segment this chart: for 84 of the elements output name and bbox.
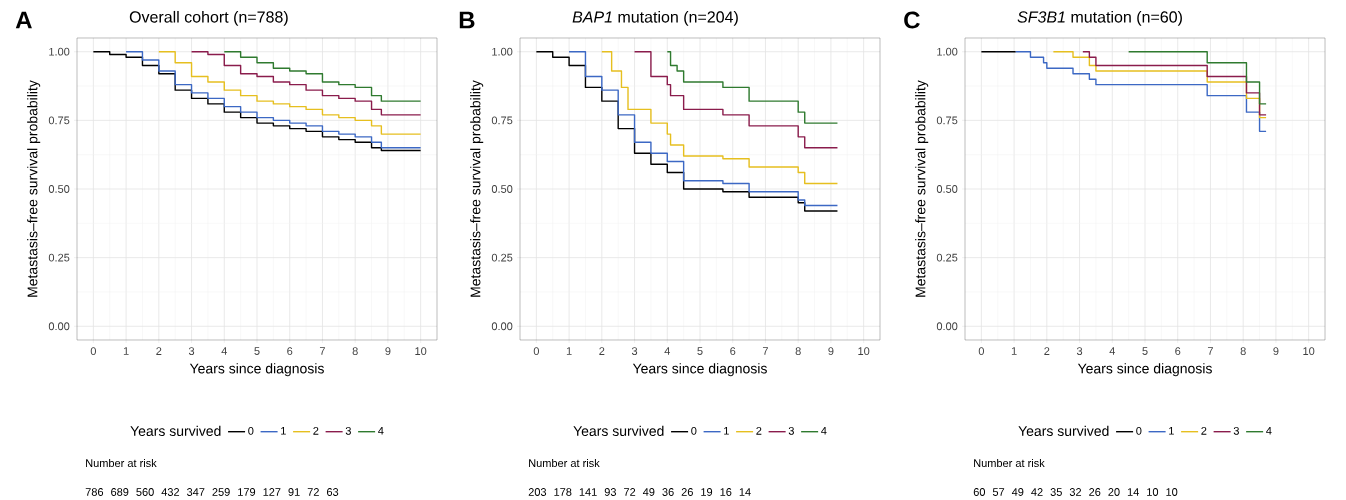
x-tick-label: 1 [566,347,572,355]
legend-label: 4 [378,427,384,435]
x-tick-label: 8 [352,347,358,355]
legend-label: 2 [756,426,762,435]
x-axis-title: Years since diagnosis [632,363,767,377]
y-tick-label: 0.00 [936,322,958,331]
x-tick-label: 9 [1273,347,1279,355]
x-tick-label: 8 [1240,347,1246,355]
legend-label: 1 [1169,427,1174,435]
legend-label: 0 [1136,426,1142,435]
y-tick-label: 0.50 [491,185,513,193]
legend-label: 3 [1233,426,1239,435]
y-tick-label: 0.75 [491,116,513,125]
text: B [459,11,475,29]
x-tick-label: 1 [1011,347,1017,355]
y-axis-title: Metastasis–free survival probability [915,80,929,297]
chart-title: SF3B1 mutation (n=60) [1017,10,1182,26]
y-tick-label: 1.00 [492,47,513,56]
y-tick-label: 0.25 [491,253,513,262]
y-tick-label: 1.00 [937,47,958,56]
x-tick-label: 0 [90,347,96,355]
chart-title: BAP1 mutation (n=204) [572,10,738,26]
x-tick-label: 8 [795,347,801,355]
text: Number at risk [86,458,157,468]
legend-label: 0 [248,426,254,435]
text: 786 689 560 432 347 259 179 127 91 72 63 [85,488,339,496]
x-tick-label: 1 [123,347,129,355]
y-tick-label: 0.50 [48,185,70,193]
x-axis-title: Years since diagnosis [189,363,324,377]
x-tick-label: 7 [319,347,325,355]
x-tick-label: 9 [385,347,391,355]
legend-title: Years survived [573,425,664,437]
x-tick-label: 2 [156,347,162,355]
legend-label: 0 [691,426,697,435]
x-tick-label: 10 [415,347,427,355]
text: 203 178 141 93 72 49 36 26 19 16 14 [528,488,751,496]
x-tick-label: 7 [1207,347,1213,355]
x-tick-label: 5 [254,347,260,355]
x-tick-label: 2 [1044,347,1050,355]
x-tick-label: 7 [762,347,768,355]
x-tick-label: 6 [730,347,736,355]
x-tick-label: 2 [599,347,605,355]
legend-title: Years survived [1018,425,1109,437]
x-tick-label: 3 [188,347,195,355]
x-tick-label: 0 [978,347,984,355]
legend-label: 2 [1201,426,1207,435]
text: C [904,11,920,29]
y-tick-label: 0.25 [48,253,70,262]
x-tick-label: 6 [1175,347,1181,355]
y-tick-label: 0.75 [48,116,70,125]
x-tick-label: 3 [631,347,638,355]
legend-label: 3 [345,426,351,435]
x-tick-label: 10 [858,347,870,355]
x-tick-label: 4 [664,347,671,355]
x-tick-label: 6 [287,347,293,355]
y-axis-title: Metastasis–free survival probability [27,80,41,297]
chart-title: Overall cohort (n=788) [129,10,288,26]
legend-title: Years survived [130,425,221,437]
legend-label: 4 [1266,427,1272,435]
legend-label: 2 [313,426,319,435]
y-tick-label: 1.00 [49,47,70,56]
y-tick-label: 0.00 [48,322,70,331]
x-tick-label: 9 [828,347,834,355]
x-axis-title: Years since diagnosis [1077,363,1212,377]
y-tick-label: 0.25 [936,253,958,262]
x-tick-label: 4 [1109,347,1116,355]
x-tick-label: 10 [1303,347,1315,355]
legend-label: 1 [281,427,286,435]
x-tick-label: 5 [1142,347,1148,355]
x-tick-label: 4 [221,347,228,355]
x-tick-label: 3 [1076,347,1083,355]
y-axis-title: Metastasis–free survival probability [470,80,484,297]
text: Number at risk [529,458,600,468]
text: Number at risk [974,458,1045,468]
text: 60 57 49 42 35 32 26 20 14 10 10 [973,488,1178,496]
x-tick-label: 5 [697,347,703,355]
y-tick-label: 0.50 [936,185,958,193]
y-tick-label: 0.75 [936,116,958,125]
y-tick-label: 0.00 [491,322,513,331]
x-tick-label: 0 [533,347,539,355]
legend-label: 3 [788,426,794,435]
legend-label: 4 [821,427,827,435]
legend-label: 1 [724,427,729,435]
text: A [15,11,32,29]
